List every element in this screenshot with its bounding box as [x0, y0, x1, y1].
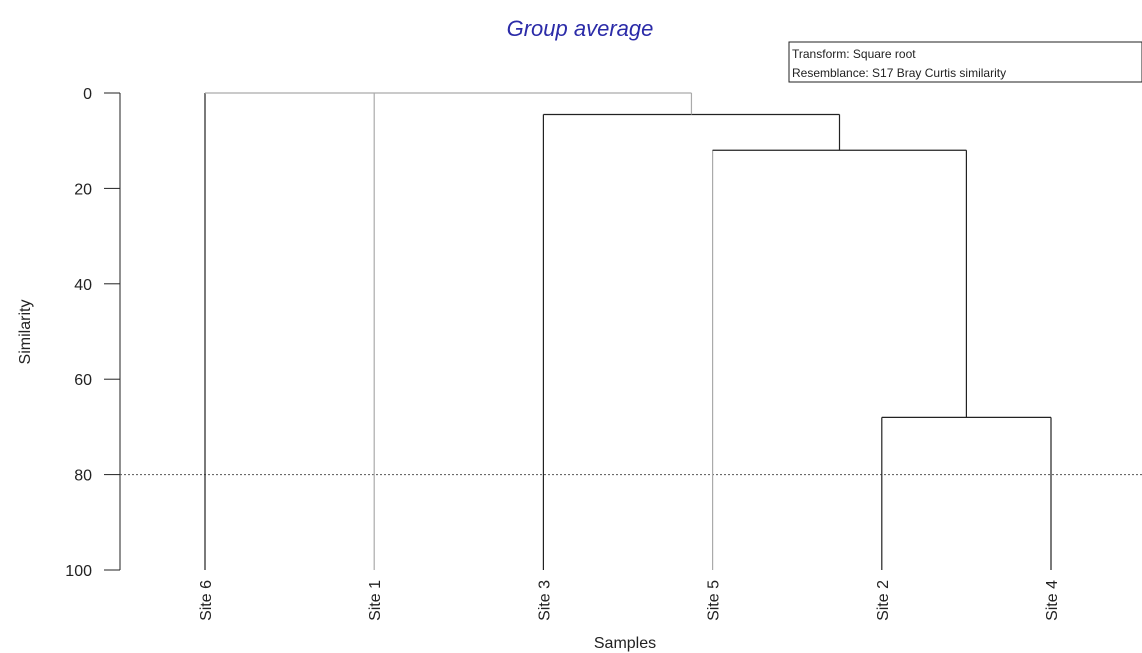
y-ticks: 0 20 40 60 80 100 — [65, 86, 120, 580]
info-box-border — [788, 41, 1142, 83]
info-box-line-resemblance: Resemblance: S17 Bray Curtis similarity — [792, 66, 1006, 80]
y-tick-label: 60 — [74, 372, 92, 389]
info-box-line-transform: Transform: Square root — [792, 47, 916, 61]
info-box: Transform: Square root Resemblance: S17 … — [788, 41, 1142, 83]
y-axis-label: Similarity — [17, 300, 34, 365]
x-axis-label: Samples — [594, 635, 656, 652]
leaf-label: Site 4 — [1044, 580, 1061, 621]
y-tick-label: 0 — [83, 86, 92, 103]
leaf-label: Site 5 — [706, 580, 723, 621]
leaf-label: Site 6 — [198, 580, 215, 621]
y-tick-label: 100 — [65, 563, 92, 580]
y-tick-label: 80 — [74, 468, 92, 485]
leaf-labels: Site 6 Site 1 Site 3 Site 5 Site 2 Site 4 — [198, 580, 1061, 621]
chart-title: Group average — [507, 16, 654, 41]
leaf-label: Site 3 — [536, 580, 553, 621]
leaf-label: Site 1 — [367, 580, 384, 621]
y-tick-label: 40 — [74, 277, 92, 294]
leaf-label: Site 2 — [875, 580, 892, 621]
dendrogram-tree — [204, 92, 1052, 570]
y-tick-label: 20 — [74, 181, 92, 198]
